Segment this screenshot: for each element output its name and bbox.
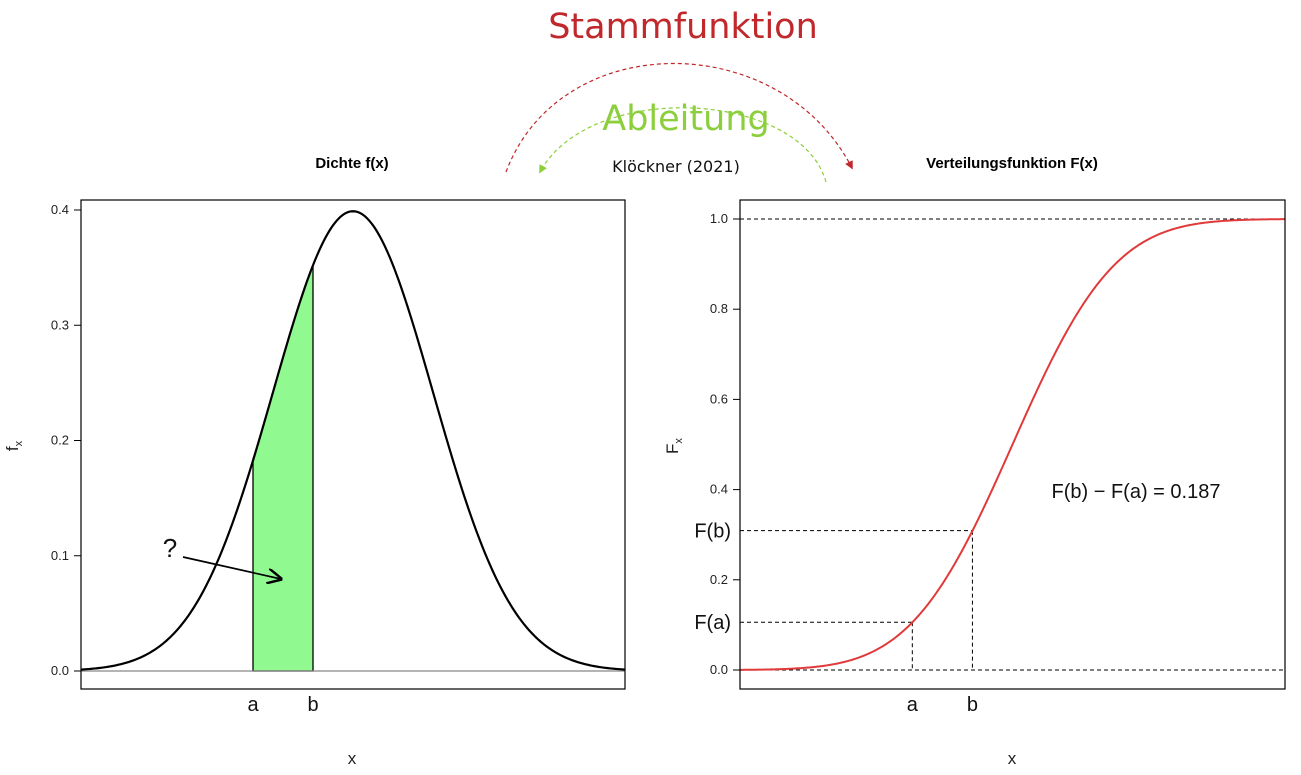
density-plot-title: Dichte f(x) xyxy=(315,155,388,172)
question-mark-annotation: ? xyxy=(163,533,177,563)
relation-header: Stammfunktion Ableitung Klöckner (2021) xyxy=(505,7,853,183)
density-y-tick-label: 0.0 xyxy=(51,663,69,678)
cdf-value-label: F(b) xyxy=(694,521,731,543)
density-x-marker-b: b xyxy=(307,694,318,716)
density-y-tick-label: 0.4 xyxy=(51,202,69,217)
density-x-marker-a: a xyxy=(247,694,259,716)
density-curve xyxy=(80,210,626,671)
cdf-y-tick-label: 0.2 xyxy=(710,572,728,587)
density-y-tick-label: 0.2 xyxy=(51,433,69,448)
derivative-label: Ableitung xyxy=(602,99,769,139)
cdf-y-axis-label-sub: x xyxy=(673,438,685,444)
density-y-axis: 0.0 0.1 0.2 0.3 0.4 xyxy=(51,202,81,678)
shaded-probability-area xyxy=(252,265,314,672)
annotation-arrow xyxy=(182,556,281,579)
cdf-x-marker-a: a xyxy=(907,694,919,716)
cdf-value-labels: F(a) F(b) xyxy=(694,521,731,635)
cdf-plot: Verteilungsfunktion F(x) 0.0 0.2 0.4 0.6 0.8… xyxy=(663,155,1286,768)
cdf-y-axis-label-main: F xyxy=(663,444,682,454)
cdf-plot-frame xyxy=(739,199,1286,690)
cdf-y-tick-label: 0.0 xyxy=(710,662,728,677)
cdf-y-tick-label: 0.8 xyxy=(710,301,728,316)
density-y-axis-label-main: f xyxy=(3,446,22,451)
cdf-curve xyxy=(739,218,1286,671)
cdf-x-axis-label: x xyxy=(1008,749,1017,768)
derivative-arrow xyxy=(539,107,827,183)
cdf-guide-lines xyxy=(740,530,973,670)
density-plot-frame xyxy=(80,199,626,690)
density-y-tick-label: 0.3 xyxy=(51,317,69,332)
antiderivative-arrow xyxy=(505,62,853,173)
density-y-tick-label: 0.1 xyxy=(51,548,69,563)
density-x-axis-label: x xyxy=(348,749,357,768)
cdf-y-axis-label: Fx xyxy=(663,438,685,454)
cdf-y-tick-label: 0.6 xyxy=(710,391,728,406)
probability-difference-annotation: F(b) − F(a) = 0.187 xyxy=(1052,481,1221,503)
density-y-axis-label-sub: x xyxy=(13,440,25,446)
source-label: Klöckner (2021) xyxy=(612,157,740,176)
cdf-y-axis: 0.0 0.2 0.4 0.6 0.8 1.0 xyxy=(710,211,740,677)
cdf-y-tick-label: 0.4 xyxy=(710,482,728,497)
antiderivative-label: Stammfunktion xyxy=(548,7,818,47)
cdf-plot-title: Verteilungsfunktion F(x) xyxy=(926,155,1098,172)
cdf-value-label: F(a) xyxy=(694,612,731,634)
density-y-axis-label: fx xyxy=(3,440,25,451)
cdf-x-marker-b: b xyxy=(967,694,978,716)
cdf-y-tick-label: 1.0 xyxy=(710,211,728,226)
